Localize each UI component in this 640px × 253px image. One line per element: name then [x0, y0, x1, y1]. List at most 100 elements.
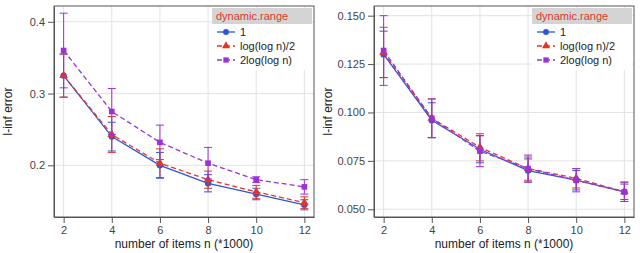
series-line — [64, 76, 305, 203]
tick-mark — [112, 217, 113, 223]
marker — [300, 198, 309, 205]
error-bar-cap — [428, 137, 436, 138]
error-bar-cap — [204, 147, 212, 148]
tick-mark — [256, 217, 257, 223]
grid-line — [208, 6, 209, 217]
tick: 2 — [381, 217, 387, 236]
grid-line — [374, 112, 634, 113]
plot-frame — [374, 6, 634, 217]
tick: 0.150 — [337, 10, 374, 22]
tick: 8 — [526, 217, 532, 236]
tick-label: 10 — [251, 224, 263, 236]
tick-label: 8 — [206, 224, 212, 236]
tick: 6 — [157, 217, 163, 236]
error-bar-cap — [156, 177, 164, 178]
error-bar-cap — [204, 188, 212, 189]
x-axis: 24681012 — [375, 217, 635, 236]
error-bar — [204, 147, 212, 179]
grid-line — [159, 6, 160, 217]
x-axis-title: number of items n (*1000) — [115, 237, 254, 251]
series — [59, 54, 308, 208]
error-bar-cap — [476, 135, 484, 136]
marker — [477, 148, 483, 154]
marker — [573, 177, 579, 183]
tick-mark — [304, 217, 305, 223]
error-bar-cap — [428, 98, 436, 99]
error-bar-cap — [476, 135, 484, 136]
legend-marker — [222, 41, 230, 48]
tick-label: 0.150 — [337, 10, 365, 22]
tick-label: 6 — [157, 224, 163, 236]
x-axis: 24681012 — [55, 217, 315, 236]
error-bar-cap — [204, 178, 212, 179]
tick-label: 4 — [429, 224, 435, 236]
error-bar-cap — [476, 133, 484, 134]
legend: dynamic.range1log(log n)/22log(log n) — [212, 8, 312, 70]
tick-mark — [368, 112, 374, 113]
marker — [61, 48, 67, 54]
legend-label: log(log n)/2 — [240, 40, 295, 52]
grid-line — [63, 6, 64, 217]
error-bar-cap — [428, 98, 436, 99]
tick: 6 — [477, 217, 483, 236]
error-bar-cap — [428, 137, 436, 138]
legend-marker — [543, 29, 549, 35]
series-line — [384, 54, 625, 191]
error-bar-cap — [60, 97, 68, 98]
plot-background — [54, 6, 314, 217]
error-bar-cap — [572, 191, 580, 192]
series-line — [64, 76, 305, 205]
marker — [253, 177, 259, 183]
series — [380, 31, 629, 199]
error-bar-cap — [620, 182, 628, 183]
marker — [205, 160, 211, 166]
error-bar-cap — [252, 199, 260, 200]
tick-label: 6 — [477, 224, 483, 236]
series — [380, 16, 629, 202]
legend-label: 1 — [560, 26, 566, 38]
grid — [374, 6, 634, 217]
legend-label: 2log(log n) — [240, 54, 292, 66]
tick-mark — [480, 217, 481, 223]
error-bar-cap — [300, 196, 308, 197]
tick-mark — [208, 217, 209, 223]
error-bar-cap — [380, 15, 388, 16]
grid — [54, 6, 314, 217]
error-bar-cap — [60, 97, 68, 98]
legend-label: log(log n)/2 — [560, 40, 615, 52]
error-bar-cap — [476, 166, 484, 167]
tick: 10 — [251, 217, 263, 236]
grid-line — [479, 6, 480, 217]
tick-label: 8 — [526, 224, 532, 236]
grid-line — [374, 209, 634, 210]
marker — [622, 189, 628, 195]
error-bar-cap — [300, 179, 308, 180]
error-bar-cap — [524, 182, 532, 183]
marker — [621, 189, 627, 195]
tick-mark — [368, 209, 374, 210]
tick-label: 12 — [299, 224, 311, 236]
y-axis-title: l-inf error — [1, 87, 15, 135]
legend-background — [212, 8, 312, 70]
error-bar — [524, 155, 532, 182]
marker — [252, 187, 261, 194]
error-bar-cap — [428, 137, 436, 138]
error-bar-cap — [108, 88, 116, 89]
error-bar-cap — [524, 182, 532, 183]
plot-area — [59, 13, 308, 210]
error-bar — [252, 185, 260, 198]
tick: 0.4 — [30, 16, 54, 28]
error-bar-cap — [300, 209, 308, 210]
grid-line — [528, 6, 529, 217]
series — [60, 13, 309, 194]
tick-label: 0.4 — [30, 16, 45, 28]
legend-marker — [223, 57, 228, 62]
error-bar-cap — [60, 87, 68, 88]
tick: 0.2 — [30, 159, 54, 171]
error-bar — [252, 177, 260, 183]
figure: 246810120.20.30.4number of items n (*100… — [0, 0, 640, 253]
tick-label: 0.075 — [337, 155, 365, 167]
legend-title-background — [532, 8, 632, 24]
tick-mark — [160, 217, 161, 223]
plot-background — [374, 6, 634, 217]
